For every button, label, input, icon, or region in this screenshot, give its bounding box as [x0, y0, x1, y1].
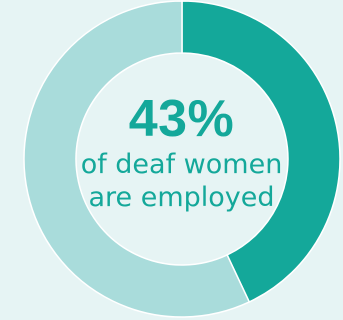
donut-slice-1: [181, 0, 341, 303]
center-caption-line-2: are employed: [88, 182, 275, 213]
center-label: 43% of deaf women are employed: [72, 90, 292, 214]
donut-slices: [23, 0, 341, 318]
center-percentage: 43%: [128, 90, 235, 148]
donut-slice-2: [23, 0, 251, 318]
center-caption-line-1: of deaf women: [80, 149, 283, 180]
